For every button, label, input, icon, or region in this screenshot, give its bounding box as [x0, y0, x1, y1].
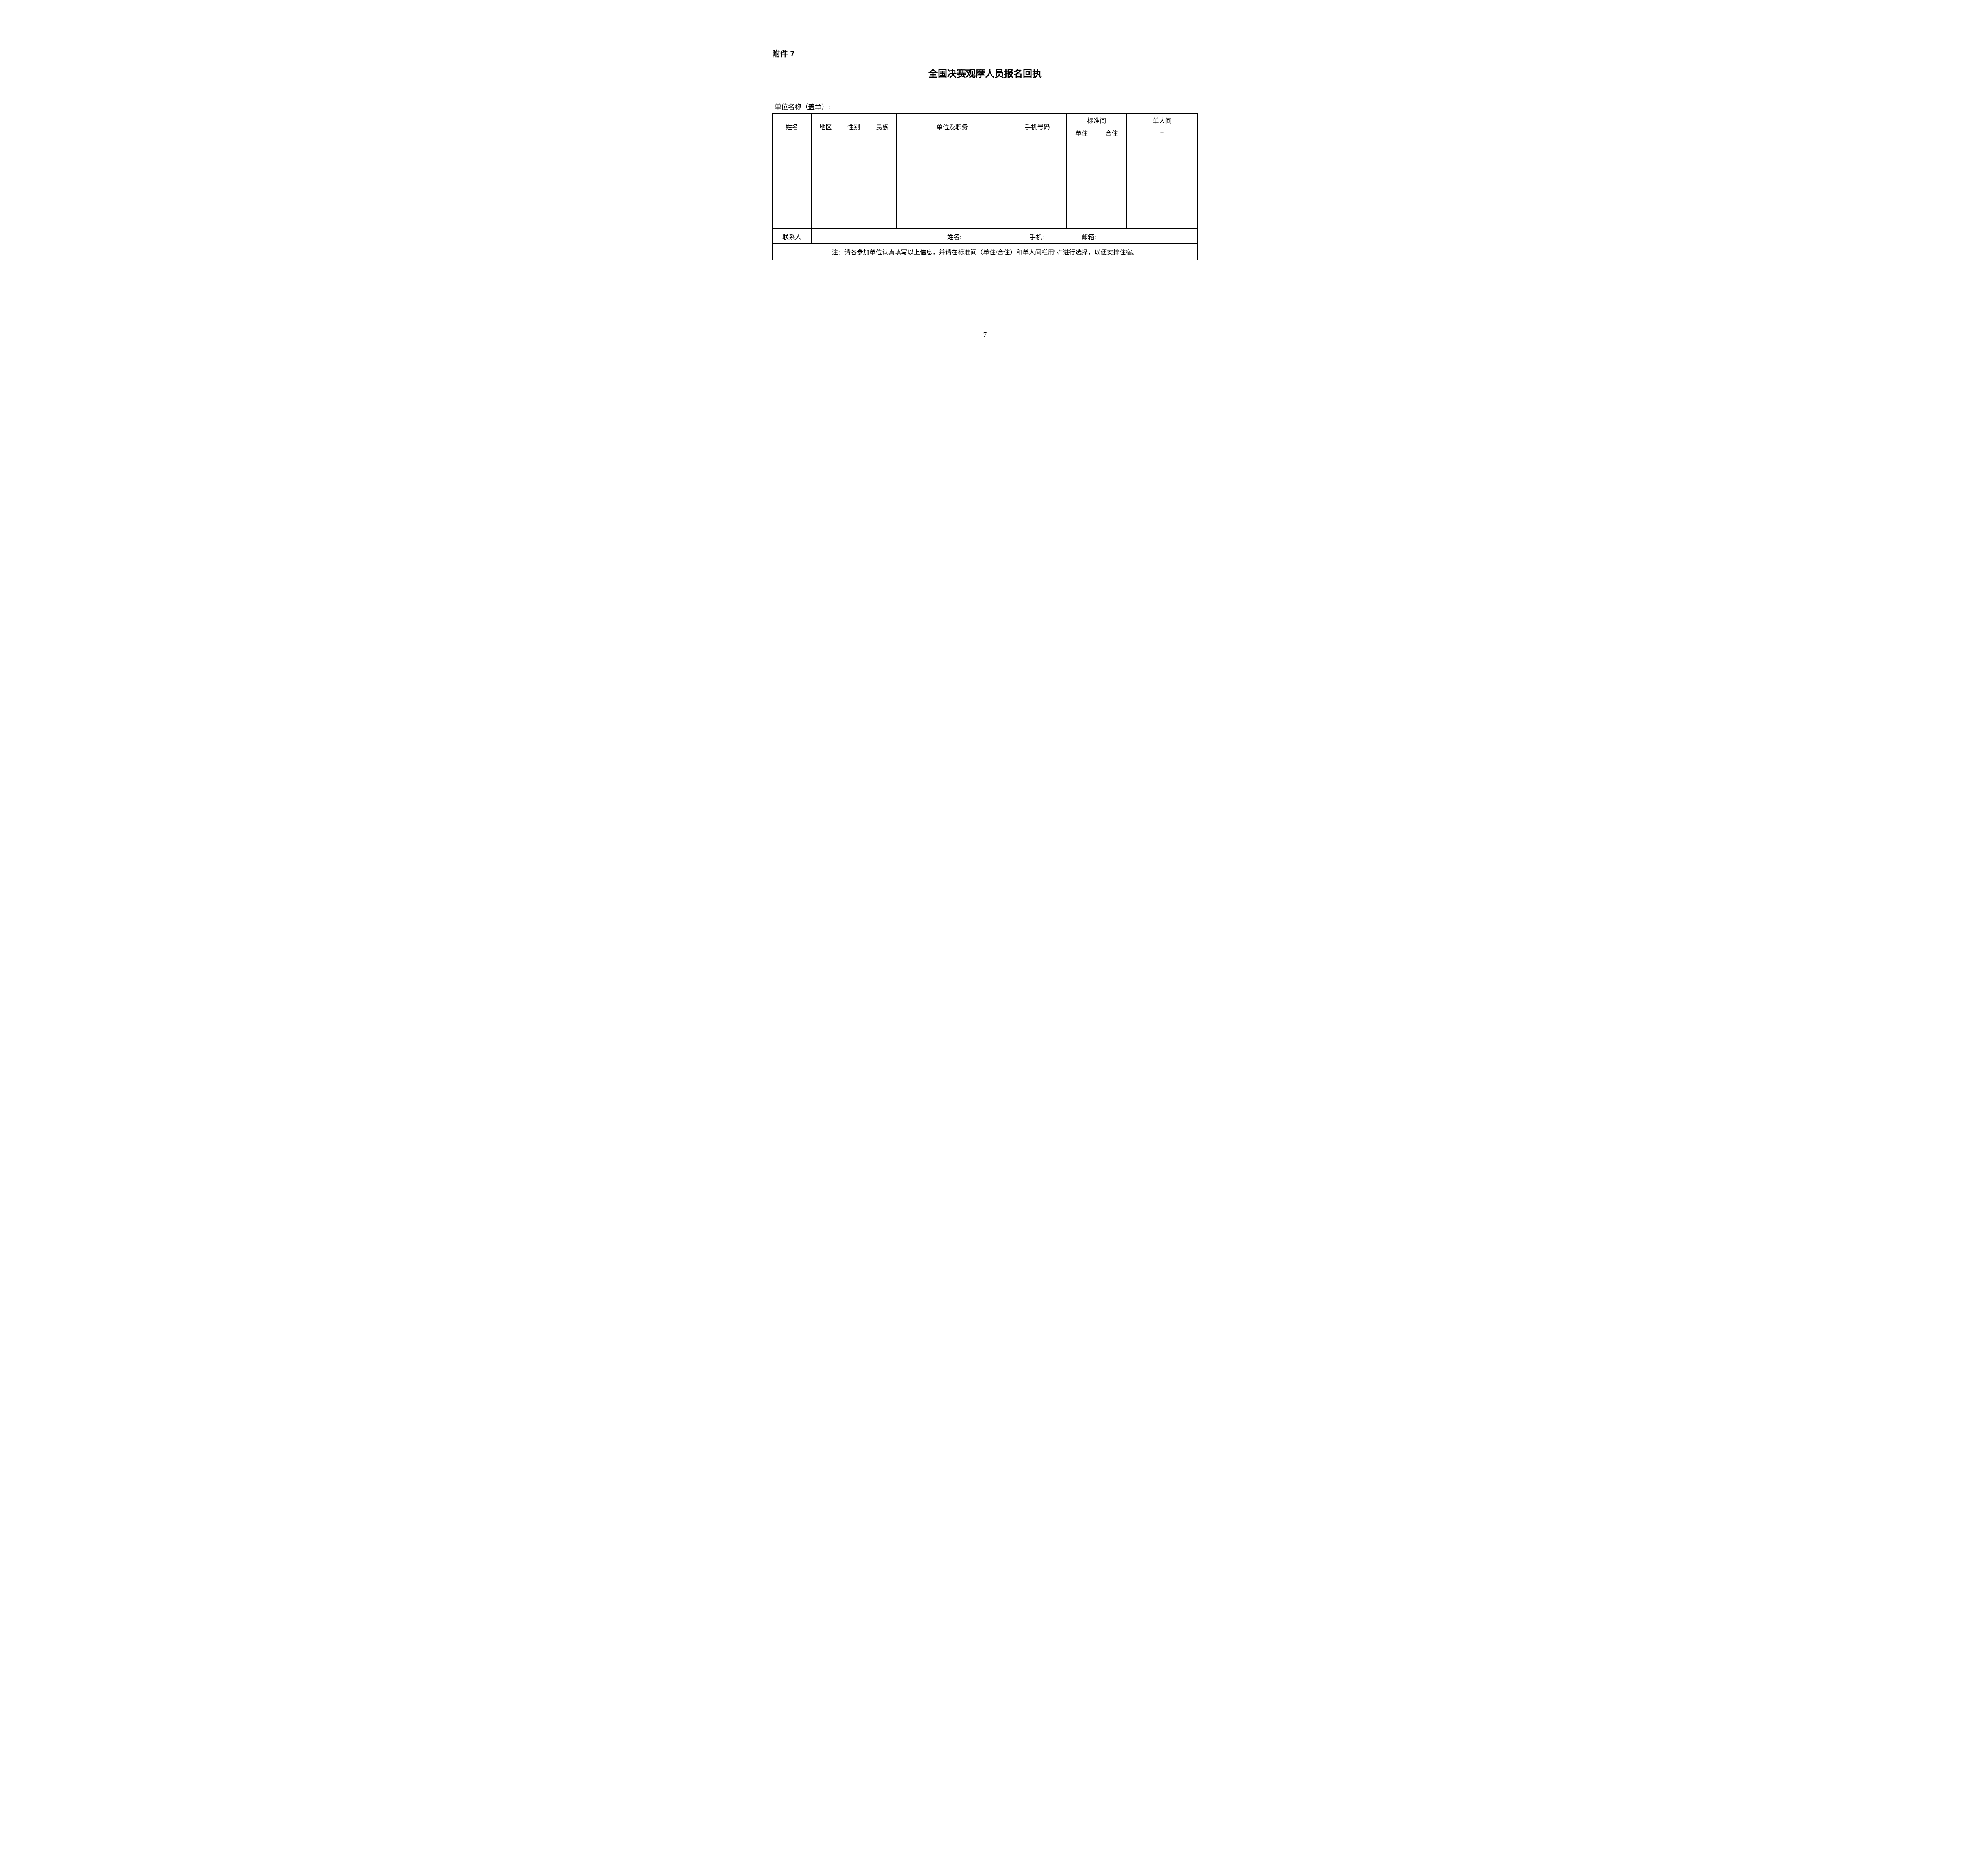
cell-ethnic[interactable]: [868, 199, 896, 214]
header-ethnic: 民族: [868, 114, 896, 139]
header-single-sub: –: [1127, 126, 1198, 139]
cell-std_shared[interactable]: [1097, 184, 1126, 199]
cell-phone[interactable]: [1008, 139, 1066, 154]
header-gender: 性别: [840, 114, 868, 139]
cell-single[interactable]: [1127, 169, 1198, 184]
table-row: [773, 184, 1198, 199]
contact-fields: 姓名: 手机: 邮箱:: [811, 229, 1197, 244]
cell-std_shared[interactable]: [1097, 139, 1126, 154]
page-number: 7: [733, 331, 1237, 339]
contact-label: 联系人: [773, 229, 812, 244]
table-row: [773, 139, 1198, 154]
cell-region[interactable]: [811, 154, 840, 169]
cell-name[interactable]: [773, 154, 812, 169]
cell-single[interactable]: [1127, 214, 1198, 229]
contact-phone-label: 手机:: [993, 232, 1080, 241]
contact-email-label: 邮箱:: [1082, 232, 1096, 241]
cell-single[interactable]: [1127, 139, 1198, 154]
cell-unit[interactable]: [896, 154, 1008, 169]
registration-table: 姓名 地区 性别 民族 单位及职务 手机号码 标准间 单人间 单住 合住 – 联…: [772, 113, 1198, 260]
cell-phone[interactable]: [1008, 199, 1066, 214]
table-row: [773, 169, 1198, 184]
cell-std_single[interactable]: [1067, 184, 1097, 199]
cell-std_shared[interactable]: [1097, 199, 1126, 214]
cell-name[interactable]: [773, 214, 812, 229]
header-unit-position: 单位及职务: [896, 114, 1008, 139]
cell-unit[interactable]: [896, 169, 1008, 184]
cell-std_single[interactable]: [1067, 214, 1097, 229]
cell-single[interactable]: [1127, 184, 1198, 199]
cell-phone[interactable]: [1008, 214, 1066, 229]
cell-gender[interactable]: [840, 199, 868, 214]
cell-region[interactable]: [811, 139, 840, 154]
cell-unit[interactable]: [896, 184, 1008, 199]
cell-std_single[interactable]: [1067, 154, 1097, 169]
table-row: [773, 199, 1198, 214]
cell-single[interactable]: [1127, 199, 1198, 214]
document-page: 附件 7 全国决赛观摩人员报名回执 单位名称（盖章）: 姓名 地区 性别 民族 …: [733, 0, 1237, 355]
cell-ethnic[interactable]: [868, 154, 896, 169]
cell-std_shared[interactable]: [1097, 169, 1126, 184]
cell-gender[interactable]: [840, 214, 868, 229]
cell-phone[interactable]: [1008, 169, 1066, 184]
cell-name[interactable]: [773, 169, 812, 184]
org-name-label: 单位名称（盖章）:: [772, 101, 1198, 111]
cell-region[interactable]: [811, 214, 840, 229]
cell-std_single[interactable]: [1067, 139, 1097, 154]
cell-std_shared[interactable]: [1097, 214, 1126, 229]
header-row-1: 姓名 地区 性别 民族 单位及职务 手机号码 标准间 单人间: [773, 114, 1198, 126]
header-std-shared: 合住: [1097, 126, 1126, 139]
cell-ethnic[interactable]: [868, 139, 896, 154]
cell-gender[interactable]: [840, 184, 868, 199]
cell-phone[interactable]: [1008, 184, 1066, 199]
cell-single[interactable]: [1127, 154, 1198, 169]
header-single-room: 单人间: [1127, 114, 1198, 126]
attachment-label: 附件 7: [772, 47, 1198, 59]
cell-std_single[interactable]: [1067, 169, 1097, 184]
cell-name[interactable]: [773, 139, 812, 154]
cell-unit[interactable]: [896, 214, 1008, 229]
cell-unit[interactable]: [896, 139, 1008, 154]
cell-gender[interactable]: [840, 154, 868, 169]
contact-row: 联系人 姓名: 手机: 邮箱:: [773, 229, 1198, 244]
cell-ethnic[interactable]: [868, 214, 896, 229]
table-body: [773, 139, 1198, 229]
header-std-single: 单住: [1067, 126, 1097, 139]
contact-name-label: 姓名:: [917, 232, 992, 241]
cell-name[interactable]: [773, 199, 812, 214]
cell-ethnic[interactable]: [868, 169, 896, 184]
note-text: 注：请各参加单位认真填写以上信息，并请在标准间（单住/合住）和单人间栏用"√"进…: [773, 244, 1198, 260]
table-row: [773, 214, 1198, 229]
table-row: [773, 154, 1198, 169]
cell-std_single[interactable]: [1067, 199, 1097, 214]
cell-gender[interactable]: [840, 169, 868, 184]
cell-unit[interactable]: [896, 199, 1008, 214]
cell-phone[interactable]: [1008, 154, 1066, 169]
main-title: 全国决赛观摩人员报名回执: [772, 66, 1198, 80]
header-name: 姓名: [773, 114, 812, 139]
header-phone: 手机号码: [1008, 114, 1066, 139]
cell-region[interactable]: [811, 169, 840, 184]
header-standard-room: 标准间: [1067, 114, 1127, 126]
header-region: 地区: [811, 114, 840, 139]
cell-region[interactable]: [811, 184, 840, 199]
note-row: 注：请各参加单位认真填写以上信息，并请在标准间（单住/合住）和单人间栏用"√"进…: [773, 244, 1198, 260]
cell-std_shared[interactable]: [1097, 154, 1126, 169]
cell-gender[interactable]: [840, 139, 868, 154]
cell-ethnic[interactable]: [868, 184, 896, 199]
cell-name[interactable]: [773, 184, 812, 199]
cell-region[interactable]: [811, 199, 840, 214]
